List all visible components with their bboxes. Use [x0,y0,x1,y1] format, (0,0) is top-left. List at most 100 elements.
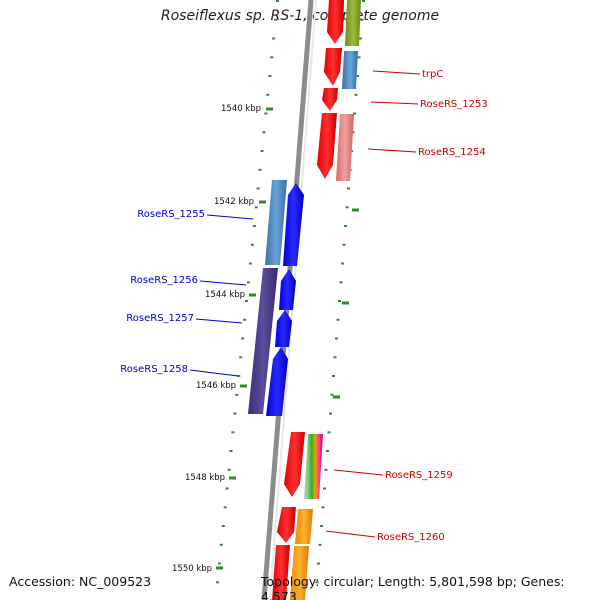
ruler-minor-tick [362,0,365,2]
ruler-minor-tick [353,112,356,115]
ruler-minor-tick [333,356,337,359]
ruler-minor-tick [262,131,266,134]
ruler-minor-tick [250,243,254,246]
ruler-minor-tick [332,375,335,377]
ruler-minor-tick [217,562,221,565]
gene-label-roseRS-1258[interactable]: RoseRS_1258 [120,364,188,375]
ruler-minor-tick [235,393,239,396]
ruler-minor-tick [239,356,243,359]
ruler-label: 1548 kbp [185,473,225,483]
ruler-minor-tick [321,506,325,509]
cds-arrow[interactable] [266,347,288,416]
ruler-minor-tick [274,18,278,21]
ruler-minor-tick [237,375,241,377]
ruler-minor-tick [233,412,237,415]
gene-label-roseRS-1260[interactable]: RoseRS_1260 [377,532,445,543]
ruler-minor-tick [323,487,326,490]
accession-text: Accession: NC_009523 [9,574,152,589]
ruler-minor-tick [215,581,219,584]
cds-arrow[interactable] [324,48,342,86]
ruler-minor-tick [223,506,227,509]
gene-label-roseRS-1253[interactable]: RoseRS_1253 [420,99,488,110]
ruler-minor-tick [356,75,359,77]
ruler-minor-tick [326,450,329,452]
ruler-minor-tick [243,318,247,321]
cds-arrow[interactable] [322,88,338,111]
ruler-minor-tick [330,393,334,396]
topology-text: Topology: circular; Length: 5,801,598 bp… [261,574,565,600]
map-title: Roseiflexus sp. RS-1, complete genome [160,8,440,24]
gene-label-roseRS-1257[interactable]: RoseRS_1257 [126,313,194,324]
ruler-minor-tick [229,450,233,452]
cog-bar-purple [248,268,278,414]
ruler-minor-tick [219,543,223,546]
cds-arrow[interactable] [275,310,292,347]
ruler-minor-tick [327,431,331,434]
ruler-minor-tick [359,37,362,40]
cds-arrow[interactable] [277,507,296,543]
ruler-minor-tick [258,168,262,171]
ruler-minor-tick [245,300,248,302]
reverse-strand-genes [266,183,304,416]
ruler-minor-tick [338,300,341,302]
ruler-minor-tick [225,487,229,490]
ruler-minor-tick [344,225,347,227]
ruler-minor-tick [227,468,231,471]
ruler-minor-tick [260,150,264,152]
ruler-minor-tick [315,581,319,584]
cds-arrow[interactable] [283,183,304,266]
ruler-minor-tick [329,412,332,415]
ruler-major-ticks [216,107,359,570]
ruler-track [215,0,365,584]
ruler-label: 1540 kbp [221,104,261,114]
ruler-minor-tick [317,562,320,565]
ruler-label: 1544 kbp [205,290,245,300]
cog-bar-olive [345,0,361,46]
ruler-minor-tick [256,187,260,190]
forward-cog-track [290,0,361,600]
ruler-minor-tick [318,543,322,546]
ruler-label: 1546 kbp [196,381,236,391]
cds-arrow[interactable] [279,269,296,310]
ruler-minor-tick [241,337,245,340]
ruler-minor-tick [231,431,235,434]
cds-arrow[interactable] [284,432,305,497]
ruler-minor-tick [347,187,350,190]
cog-bar-orange [295,509,313,544]
cds-arrow[interactable] [317,113,337,179]
cds-arrow[interactable] [327,0,344,44]
gene-label-roseRS-1259[interactable]: RoseRS_1259 [385,470,453,481]
right-label-connectors [325,70,421,538]
ruler-minor-tick [254,206,258,209]
cds-arrow[interactable] [272,545,290,600]
cog-bar-multicolor [304,434,323,499]
gene-label-trpc[interactable]: trpC [422,69,443,80]
ruler-minor-tick [270,56,274,59]
ruler-minor-tick [324,468,328,471]
gene-label-roseRS-1255[interactable]: RoseRS_1255 [137,209,205,220]
reverse-cog-track [248,180,287,414]
ruler-minor-tick [246,281,250,284]
ruler-minor-tick [248,262,252,265]
gene-label-roseRS-1256[interactable]: RoseRS_1256 [130,275,198,286]
cog-bar-steel [265,180,287,265]
ruler-minor-tick [276,0,279,2]
ruler-minor-tick [264,112,268,115]
ruler-minor-tick [351,131,355,134]
left-label-connectors [189,214,254,377]
ruler-minor-tick [336,318,340,321]
ruler-minor-tick [320,525,323,527]
ruler-minor-tick [335,337,338,340]
ruler-minor-tick [339,281,343,284]
ruler-minor-tick [360,18,364,21]
ruler-minor-tick [341,262,344,265]
cog-bar-steel [342,51,358,89]
gene-label-roseRS-1254[interactable]: RoseRS_1254 [418,147,486,158]
cog-bar-pink [336,114,354,181]
forward-strand-genes [272,0,344,600]
ruler-minor-tick [345,206,349,209]
ruler-minor-tick [272,37,276,40]
ruler-label: 1542 kbp [214,197,254,207]
